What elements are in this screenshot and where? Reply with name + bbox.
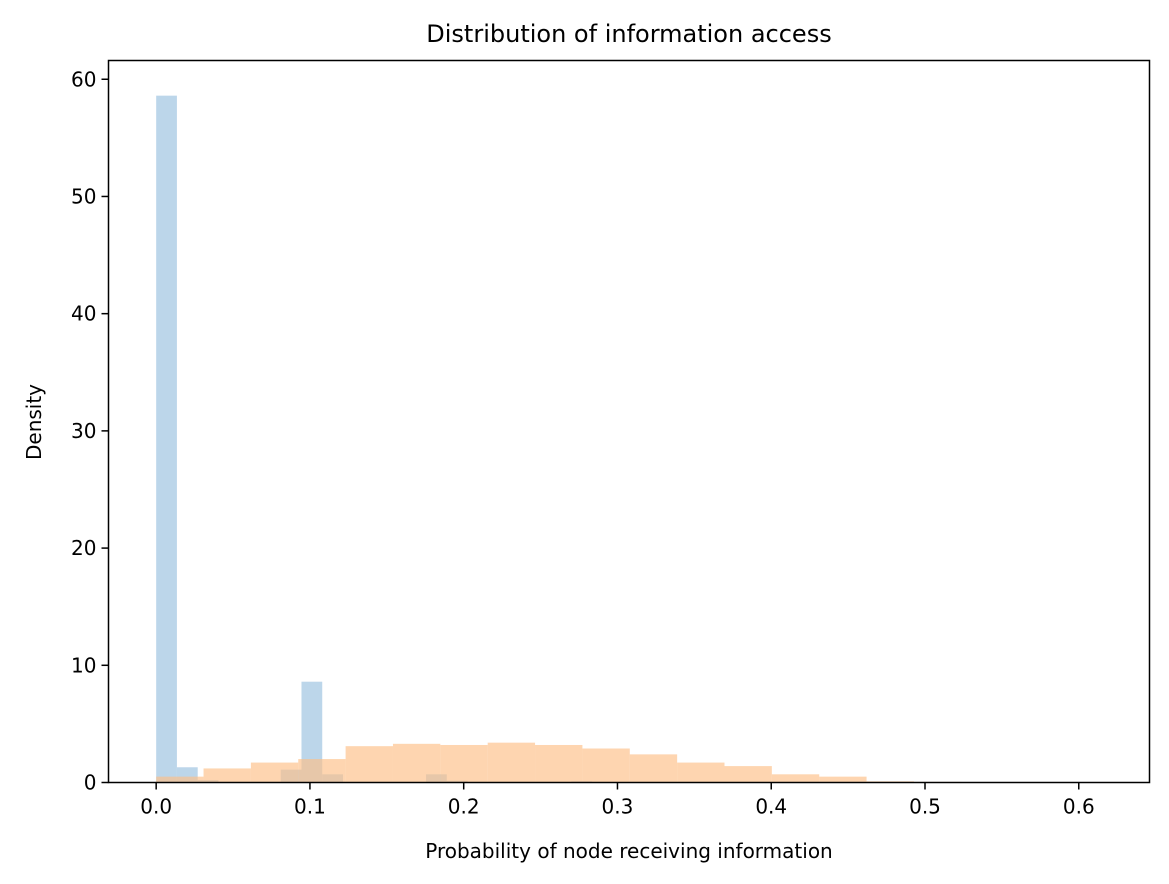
bar-series-0-bin-0 <box>156 95 177 783</box>
y-tick-label: 50 <box>71 184 96 208</box>
x-tick-label: 0.0 <box>140 795 172 819</box>
bar-series-1-bin-4 <box>345 746 393 783</box>
x-tick-label: 0.3 <box>602 795 634 819</box>
x-axis-ticks: 0.0 0.1 0.2 0.3 0.4 0.5 0.6 <box>140 782 1095 819</box>
bar-series-1-bin-0 <box>156 776 204 783</box>
bar-series-1-bin-2 <box>250 762 299 783</box>
bar-series-1-bin-11 <box>677 762 725 783</box>
y-tick-label: 10 <box>71 653 96 677</box>
bar-series-1-bin-10 <box>629 754 678 783</box>
y-tick-label: 30 <box>71 419 96 443</box>
x-tick-label: 0.4 <box>755 795 787 819</box>
bar-series-1-bin-3 <box>298 759 346 783</box>
plot-frame <box>107 59 1151 784</box>
bar-series-1-bin-7 <box>487 742 536 783</box>
bar-series-1-bin-1 <box>203 768 251 783</box>
x-tick-label: 0.2 <box>448 795 480 819</box>
bars-layer <box>156 95 962 783</box>
bar-series-1-bin-5 <box>392 743 441 783</box>
bar-series-1-bin-8 <box>535 744 583 783</box>
bar-series-1-bin-14 <box>819 776 867 783</box>
y-tick-label: 60 <box>71 67 96 91</box>
x-tick-label: 0.5 <box>909 795 941 819</box>
y-axis-label: Density <box>22 384 46 460</box>
x-tick-label: 0.1 <box>294 795 326 819</box>
bar-series-1-bin-12 <box>724 766 772 783</box>
x-tick-label: 0.6 <box>1063 795 1095 819</box>
y-tick-label: 0 <box>84 771 97 795</box>
bar-series-1-bin-6 <box>440 744 488 783</box>
y-tick-label: 40 <box>71 302 96 326</box>
x-axis-label: Probability of node receiving informatio… <box>425 839 832 863</box>
y-tick-label: 20 <box>71 536 96 560</box>
bar-series-0-bin-4 <box>301 681 323 783</box>
y-axis-ticks: 0 10 20 30 40 50 60 <box>71 67 109 795</box>
bar-series-1-bin-9 <box>582 748 630 783</box>
bar-series-1-bin-13 <box>771 774 820 783</box>
chart-title: Distribution of information access <box>426 20 831 48</box>
